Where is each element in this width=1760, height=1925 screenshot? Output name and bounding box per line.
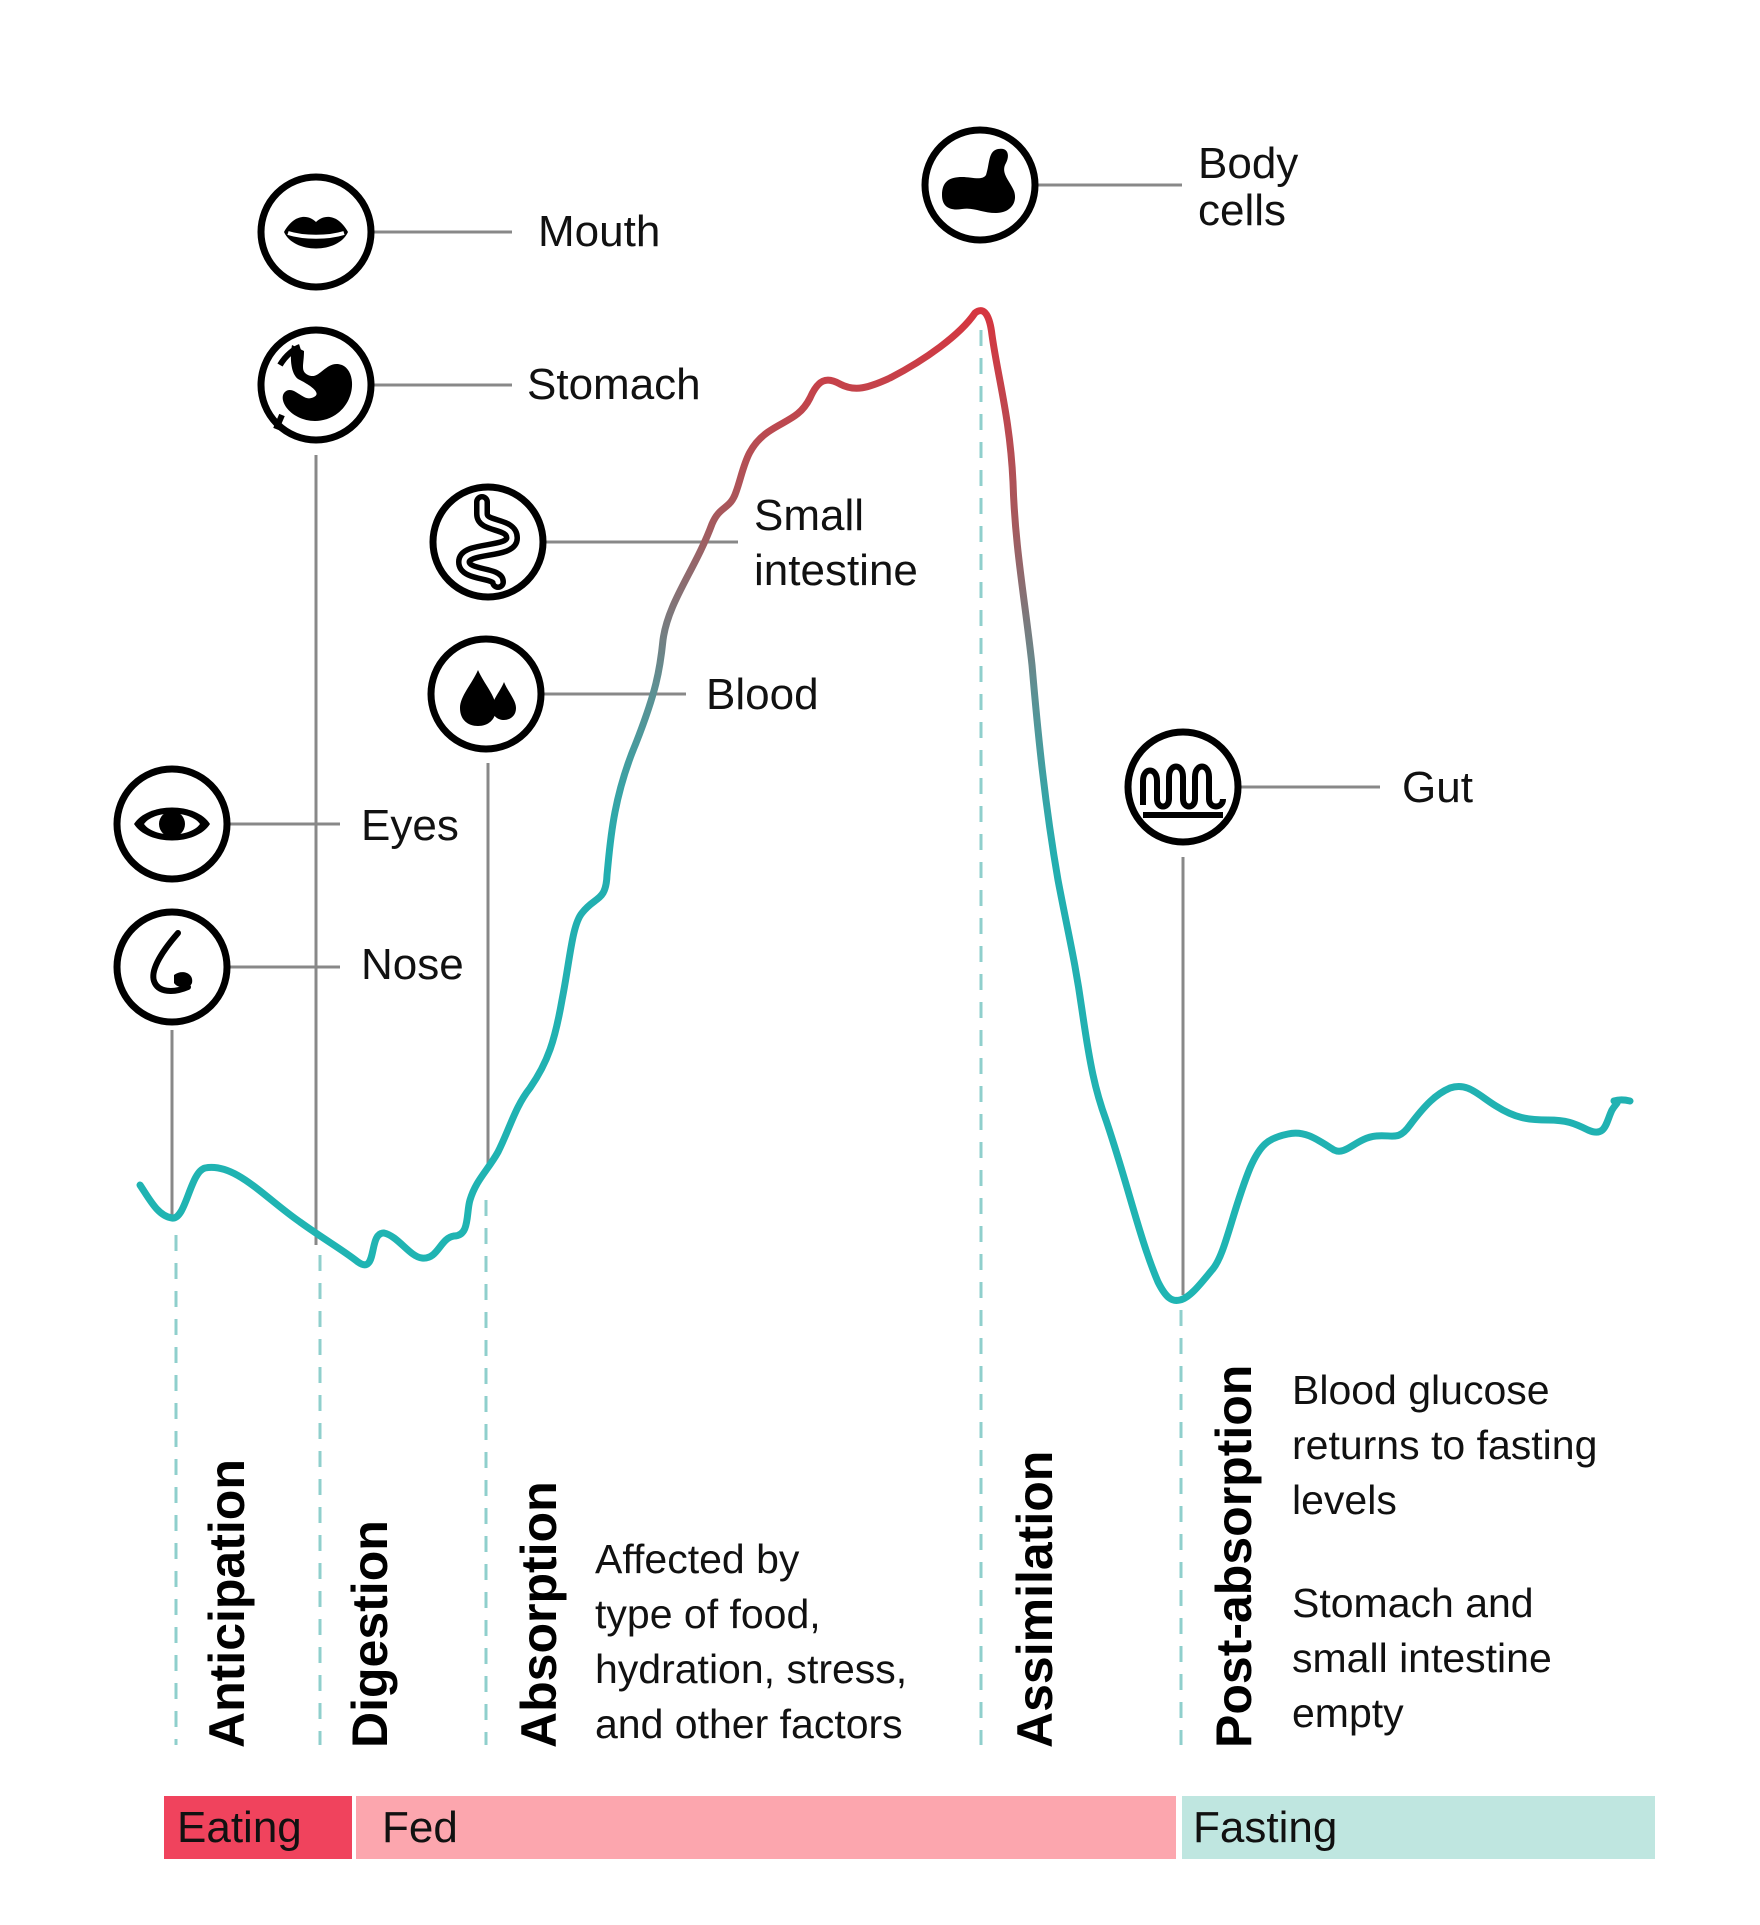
phase-dividers — [174, 330, 1183, 1745]
mouth-label: Mouth — [538, 207, 660, 256]
glucose-curve — [136, 307, 1634, 1304]
band-fed — [356, 1796, 1176, 1859]
empty-note-line1: Stomach and — [1292, 1580, 1534, 1626]
nose-icon — [113, 908, 231, 1026]
gut-icon-group — [1124, 728, 1242, 846]
glucose-note-line1: Blood glucose — [1292, 1367, 1550, 1413]
body-cells-label-line2: cells — [1198, 186, 1286, 235]
absorption-note-line1: Affected by — [595, 1536, 800, 1582]
nose-label: Nose — [361, 940, 464, 989]
empty-note-line3: empty — [1292, 1690, 1404, 1736]
empty-note-line2: small intestine — [1292, 1635, 1552, 1681]
absorption-note: Affected by type of food, hydration, str… — [595, 1536, 907, 1747]
eyes-label: Eyes — [361, 801, 459, 850]
body-cells-label-line1: Body — [1198, 139, 1298, 188]
post-absorption-glucose-note: Blood glucose returns to fasting levels — [1292, 1367, 1597, 1523]
blood-icon-group — [427, 635, 545, 753]
state-bands: Eating Fed Fasting — [164, 1796, 1655, 1859]
stomach-icon-group — [257, 326, 375, 444]
icon-connectors — [170, 455, 1185, 1295]
small-intestine-label-line2: intestine — [754, 546, 918, 595]
body-cells-icon-group — [921, 126, 1039, 244]
band-fed-label: Fed — [382, 1803, 458, 1852]
band-fasting — [1182, 1796, 1655, 1859]
phase-anticipation: Anticipation — [199, 1459, 255, 1748]
post-absorption-empty-note: Stomach and small intestine empty — [1292, 1580, 1552, 1736]
phase-assimilation: Assimilation — [1007, 1451, 1063, 1748]
absorption-note-line3: hydration, stress, — [595, 1646, 907, 1692]
glucose-note-line2: returns to fasting — [1292, 1422, 1597, 1468]
organ-labels: Mouth Stomach Small intestine Blood Eyes… — [361, 139, 1473, 989]
small-intestine-icon-group — [429, 483, 547, 601]
small-intestine-label-line1: Small — [754, 491, 864, 540]
glucose-note-line3: levels — [1292, 1477, 1397, 1523]
band-eating — [164, 1796, 352, 1859]
blood-label: Blood — [706, 670, 819, 719]
stomach-label: Stomach — [527, 360, 701, 409]
absorption-note-line4: and other factors — [595, 1701, 903, 1747]
phase-digestion: Digestion — [342, 1520, 398, 1748]
phase-labels: Anticipation Digestion Absorption Assimi… — [199, 1365, 1262, 1748]
phase-post-absorption: Post-absorption — [1206, 1365, 1262, 1748]
label-connectors — [228, 183, 1380, 969]
band-eating-label: Eating — [177, 1803, 302, 1852]
mouth-icon-group — [257, 173, 375, 291]
gut-label: Gut — [1402, 763, 1473, 812]
nose-icon-group — [113, 908, 231, 1026]
eyes-icon-group — [113, 765, 231, 883]
absorption-note-line2: type of food, — [595, 1591, 821, 1637]
band-fasting-label: Fasting — [1193, 1803, 1337, 1852]
phase-absorption: Absorption — [511, 1481, 567, 1748]
